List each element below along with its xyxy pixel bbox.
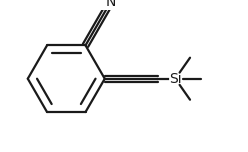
Text: Si: Si: [169, 72, 182, 86]
Text: N: N: [105, 0, 116, 9]
